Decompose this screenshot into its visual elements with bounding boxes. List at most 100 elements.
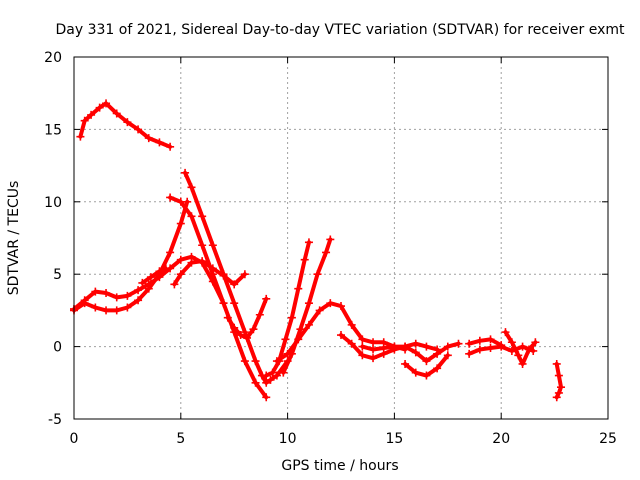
data-point — [251, 378, 260, 387]
data-point — [358, 335, 367, 344]
data-point — [514, 351, 523, 360]
data-point — [223, 313, 232, 322]
data-point — [243, 333, 252, 342]
data-point — [176, 255, 185, 264]
data-point — [236, 331, 245, 340]
data-point — [486, 335, 495, 344]
data-point — [315, 306, 324, 315]
data-point — [411, 339, 420, 348]
data-point — [401, 359, 410, 368]
x-tick-label: 5 — [176, 431, 185, 447]
data-point — [198, 212, 207, 221]
data-point — [262, 294, 271, 303]
data-point — [155, 138, 164, 147]
data-point — [518, 342, 527, 351]
series-arc-dip-left — [138, 264, 170, 287]
data-point — [454, 339, 463, 348]
data-point — [187, 258, 196, 267]
data-point — [95, 103, 104, 112]
data-point — [230, 280, 239, 289]
data-point — [347, 320, 356, 329]
y-tick-label: -5 — [48, 412, 62, 428]
series-line — [264, 240, 311, 378]
data-point — [208, 241, 217, 250]
data-point — [80, 296, 89, 305]
data-point — [123, 291, 132, 300]
data-point — [283, 349, 292, 358]
series-arc-tail-3 — [358, 339, 442, 354]
data-point — [91, 287, 100, 296]
data-point — [518, 359, 527, 368]
data-point — [146, 273, 155, 282]
data-point — [166, 248, 175, 257]
data-point — [358, 351, 367, 360]
x-tick-label: 0 — [70, 431, 79, 447]
data-point — [144, 280, 153, 289]
data-point — [422, 357, 431, 366]
data-point — [287, 313, 296, 322]
data-point — [552, 393, 561, 402]
data-point — [411, 368, 420, 377]
data-point — [112, 293, 121, 302]
series-layer — [70, 99, 566, 402]
data-point — [91, 303, 100, 312]
series-line — [503, 330, 538, 366]
data-point — [272, 357, 281, 366]
data-point — [155, 267, 164, 276]
data-point — [134, 286, 143, 295]
data-point — [529, 346, 538, 355]
data-point — [230, 323, 239, 332]
data-point — [230, 299, 239, 308]
data-point — [76, 132, 85, 141]
data-point — [208, 264, 217, 273]
data-point — [401, 342, 410, 351]
series-arc-tail-6 — [501, 328, 540, 368]
data-point — [134, 125, 143, 134]
x-tick-label: 25 — [599, 431, 617, 447]
chart-title: Day 331 of 2021, Sidereal Day-to-day VTE… — [56, 22, 626, 38]
data-point — [422, 371, 431, 380]
data-point — [379, 344, 388, 353]
data-point — [337, 331, 345, 340]
data-point — [465, 349, 474, 358]
series-arc-hump-3 — [272, 299, 410, 366]
data-point — [138, 278, 147, 287]
data-point — [176, 270, 185, 279]
data-point — [304, 238, 313, 247]
y-tick-label: 15 — [44, 122, 62, 138]
data-point — [251, 357, 260, 366]
data-point — [219, 299, 228, 308]
data-point — [552, 359, 561, 368]
data-point — [102, 306, 111, 315]
data-point — [266, 375, 275, 384]
data-point — [268, 368, 277, 377]
data-point — [249, 325, 258, 334]
data-point — [187, 212, 196, 221]
data-point — [144, 134, 153, 143]
data-point — [240, 270, 249, 279]
data-point — [262, 378, 271, 387]
data-point — [272, 371, 281, 380]
x-axis-label: GPS time / hours — [281, 458, 398, 474]
data-point — [112, 306, 121, 315]
series-arc-tail-2 — [401, 351, 452, 380]
data-point — [304, 320, 313, 329]
x-tick-label: 20 — [492, 431, 510, 447]
data-point — [557, 383, 566, 392]
data-point — [255, 310, 264, 319]
data-point — [369, 354, 378, 363]
data-point — [208, 277, 217, 286]
data-point — [262, 371, 271, 380]
data-point — [475, 345, 484, 354]
data-point — [554, 388, 563, 397]
data-point — [112, 109, 121, 118]
data-point — [262, 393, 271, 402]
data-point — [347, 339, 356, 348]
data-point — [80, 116, 89, 125]
data-point — [123, 118, 132, 127]
data-point — [433, 345, 442, 354]
data-point — [337, 302, 345, 311]
series-arc-rise-7a — [262, 238, 313, 380]
